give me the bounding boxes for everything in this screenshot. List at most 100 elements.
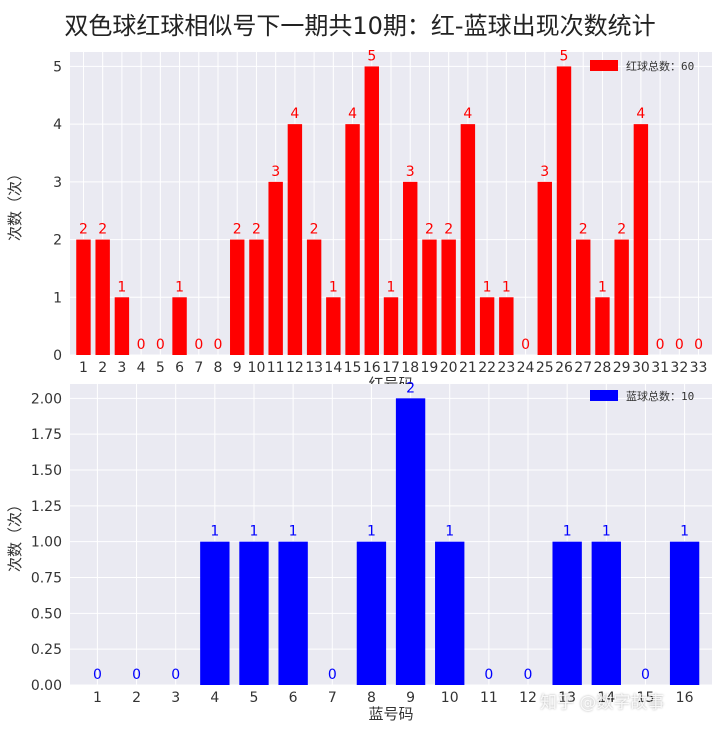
- bar-value-label: 0: [641, 667, 650, 683]
- x-tick-label: 5: [156, 360, 165, 376]
- y-tick-label: 2.00: [31, 391, 62, 407]
- bar-value-label: 2: [579, 222, 588, 238]
- y-tick-label: 2: [53, 233, 62, 249]
- x-tick-label: 12: [519, 690, 537, 706]
- x-tick-label: 2: [132, 690, 141, 706]
- bar-value-label: 5: [560, 48, 569, 64]
- bar-value-label: 2: [425, 222, 434, 238]
- bar: [114, 297, 130, 355]
- x-tick-label: 28: [594, 360, 612, 376]
- x-tick-label: 11: [480, 690, 498, 706]
- x-tick-label: 25: [536, 360, 554, 376]
- y-axis-label: 次数（次）: [6, 497, 24, 572]
- x-tick-label: 16: [676, 690, 694, 706]
- bar-value-label: 0: [137, 337, 146, 353]
- y-tick-label: 0.75: [31, 571, 62, 587]
- x-tick-label: 9: [233, 360, 242, 376]
- y-tick-label: 3: [53, 175, 62, 191]
- x-tick-label: 26: [555, 360, 573, 376]
- bar-value-label: 1: [289, 524, 298, 540]
- bar: [669, 541, 700, 685]
- bar-value-label: 0: [194, 337, 203, 353]
- y-tick-label: 0: [53, 348, 62, 364]
- y-tick-label: 1.75: [31, 427, 62, 443]
- x-tick-label: 31: [651, 360, 669, 376]
- x-tick-label: 4: [210, 690, 219, 706]
- bar-value-label: 0: [171, 667, 180, 683]
- bar-value-label: 1: [602, 524, 611, 540]
- y-tick-label: 1.00: [31, 535, 62, 551]
- x-tick-label: 13: [558, 690, 576, 706]
- x-tick-label: 16: [363, 360, 381, 376]
- x-tick-label: 10: [441, 690, 459, 706]
- figure-title: 双色球红球相似号下一期共10期：红-蓝球出现次数统计: [64, 12, 656, 40]
- bar-value-label: 1: [117, 279, 126, 295]
- bar-value-label: 4: [636, 106, 645, 122]
- bar-value-label: 0: [675, 337, 684, 353]
- bar-value-label: 2: [79, 222, 88, 238]
- bar-value-label: 0: [93, 667, 102, 683]
- bar-value-label: 2: [406, 380, 415, 396]
- y-tick-label: 5: [53, 59, 62, 75]
- x-tick-label: 18: [401, 360, 419, 376]
- bar-value-label: 2: [310, 222, 319, 238]
- bar-value-label: 4: [463, 106, 472, 122]
- legend-swatch: [590, 390, 618, 401]
- bar: [268, 181, 283, 355]
- bar: [441, 239, 456, 355]
- x-tick-label: 8: [214, 360, 223, 376]
- y-tick-label: 1: [53, 290, 62, 306]
- bar-value-label: 0: [156, 337, 165, 353]
- bar: [76, 239, 91, 355]
- bar-value-label: 1: [563, 524, 572, 540]
- x-tick-label: 1: [79, 360, 88, 376]
- bar-value-label: 1: [367, 524, 376, 540]
- bar-value-label: 2: [617, 222, 626, 238]
- y-tick-label: 1.25: [31, 499, 62, 515]
- bar: [614, 239, 629, 355]
- bar-value-label: 1: [445, 524, 454, 540]
- bar-value-label: 2: [252, 222, 261, 238]
- bar: [479, 297, 495, 355]
- bar-value-label: 0: [214, 337, 223, 353]
- bar-value-label: 2: [233, 222, 242, 238]
- x-tick-label: 23: [497, 360, 515, 376]
- legend-swatch: [590, 60, 618, 71]
- legend-label: 红球总数：60: [626, 59, 694, 73]
- bar-value-label: 0: [694, 337, 703, 353]
- y-axis-label: 次数（次）: [6, 166, 24, 241]
- bar: [356, 541, 387, 685]
- bar-value-label: 1: [210, 524, 219, 540]
- x-tick-label: 20: [440, 360, 458, 376]
- x-tick-label: 11: [267, 360, 285, 376]
- bar: [633, 124, 649, 356]
- x-tick-label: 15: [344, 360, 362, 376]
- bar: [383, 297, 399, 355]
- bar: [422, 239, 437, 355]
- y-tick-label: 4: [53, 117, 62, 133]
- bar-value-label: 1: [175, 279, 184, 295]
- x-tick-label: 17: [382, 360, 400, 376]
- bar-value-label: 0: [132, 667, 141, 683]
- bar-value-label: 3: [540, 164, 549, 180]
- y-tick-label: 0.25: [31, 642, 62, 658]
- bar: [278, 541, 308, 685]
- x-tick-label: 19: [421, 360, 439, 376]
- bar-value-label: 0: [524, 667, 533, 683]
- x-tick-label: 6: [175, 360, 184, 376]
- x-tick-label: 7: [328, 690, 337, 706]
- x-tick-label: 27: [574, 360, 592, 376]
- bar: [499, 297, 514, 355]
- bar: [591, 541, 621, 685]
- bar-value-label: 1: [483, 279, 492, 295]
- bar-value-label: 1: [329, 279, 338, 295]
- bar-value-label: 0: [328, 667, 337, 683]
- x-tick-label: 29: [613, 360, 631, 376]
- bar: [95, 239, 110, 355]
- bar-value-label: 2: [444, 222, 453, 238]
- bar-value-label: 2: [98, 222, 107, 238]
- bar: [306, 239, 322, 355]
- bar: [345, 124, 360, 356]
- bar: [326, 297, 341, 355]
